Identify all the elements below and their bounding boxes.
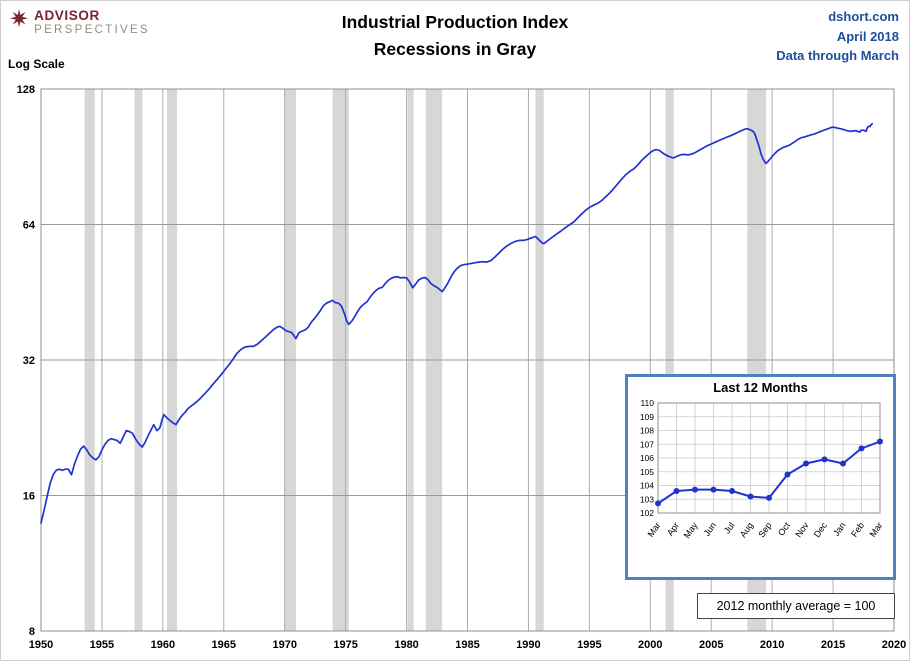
inset-month-label: Dec (812, 520, 830, 539)
inset-month-label: May (682, 520, 700, 540)
inset-month-label: Nov (793, 520, 811, 539)
inset-data-point (747, 493, 754, 500)
x-tick-label: 1965 (212, 639, 236, 651)
inset-month-label: Mar (646, 520, 663, 538)
inset-month-label: Sep (756, 520, 773, 539)
chart-title-line2: Recessions in Gray (373, 39, 537, 60)
inset-data-point (655, 500, 661, 507)
ip-series-line (40, 122, 874, 524)
compass-star-icon: ✷ (9, 6, 30, 33)
footnote-box: 2012 monthly average = 100 (697, 593, 895, 619)
x-tick-label: 1960 (151, 639, 175, 651)
inset-y-tick-label: 103 (640, 494, 654, 504)
inset-data-point (877, 438, 883, 445)
inset-data-point (784, 471, 791, 478)
x-tick-label: 2020 (882, 639, 906, 651)
x-tick-label: 1970 (272, 639, 296, 651)
x-tick-label: 1995 (577, 639, 601, 651)
x-tick-label: 2005 (699, 639, 723, 651)
x-tick-label: 2015 (821, 639, 845, 651)
x-tick-label: 2000 (638, 639, 662, 651)
x-tick-label: 1950 (29, 639, 53, 651)
x-tick-label: 1975 (333, 639, 357, 651)
source-block: dshort.com April 2018 Data through March (776, 7, 899, 66)
x-tick-label: 1990 (516, 639, 540, 651)
inset-month-label: Aug (738, 520, 755, 539)
inset-month-label: Feb (849, 520, 866, 538)
inset-data-point (803, 460, 809, 467)
inset-y-tick-label: 108 (640, 426, 654, 436)
y-tick-label: 16 (23, 491, 35, 503)
inset-y-tick-label: 107 (640, 439, 654, 449)
x-tick-label: 1955 (90, 639, 114, 651)
inset-month-label: Oct (776, 520, 793, 538)
logo-brand-perspectives: PERSPECTIVES (34, 24, 150, 36)
x-tick-label: 1985 (455, 639, 479, 651)
inset-data-point (673, 488, 680, 494)
source-date: April 2018 (836, 28, 899, 44)
inset-y-tick-label: 102 (640, 508, 654, 518)
logo-brand-advisor: ADVISOR (34, 8, 100, 23)
plot-frame (40, 88, 895, 632)
inset-month-label: Jan (831, 520, 848, 538)
inset-data-point (766, 494, 772, 501)
inset-data-point (858, 445, 865, 452)
inset-data-point (692, 486, 698, 493)
inset-y-tick-label: 109 (640, 412, 654, 422)
log-scale-label: Log Scale (8, 57, 65, 71)
inset-data-point (840, 460, 846, 467)
inset-title: Last 12 Months (713, 380, 808, 395)
logo-text: ADVISOR PERSPECTIVES (34, 8, 150, 36)
inset-frame (657, 402, 881, 514)
inset-y-tick-label: 105 (640, 467, 654, 477)
chart-title: Industrial Production Index Recessions i… (1, 9, 909, 63)
inset-month-label: Jul (722, 520, 737, 535)
advisor-perspectives-logo: ✷ ADVISOR PERSPECTIVES (9, 6, 150, 37)
inset-month-label: Apr (665, 520, 681, 537)
inset-y-tick-label: 104 (640, 481, 654, 491)
y-tick-label: 32 (23, 355, 35, 367)
inset-data-point (729, 488, 735, 494)
y-tick-label: 128 (17, 84, 35, 96)
x-tick-label: 2010 (760, 639, 784, 651)
source-note: Data through March (776, 48, 899, 63)
inset-data-point (821, 456, 828, 463)
inset-y-tick-label: 110 (640, 398, 654, 408)
inset-data-point (710, 486, 717, 493)
y-tick-label: 64 (23, 220, 36, 232)
x-tick-label: 1980 (394, 639, 418, 651)
inset-y-tick-label: 106 (640, 453, 654, 463)
source-site: dshort.com (828, 9, 899, 24)
inset-chart-svg: Mar Apr May Jun Jul Aug Sep Oct Nov Dec Jan Feb Mar1… (640, 398, 885, 540)
inset-chart: Last 12 Months Mar Apr May Jun Jul Aug Sep Oct N… (625, 374, 896, 580)
chart-title-line1: Industrial Production Index (341, 12, 569, 32)
inset-month-label: Mar (868, 520, 885, 538)
y-tick-label: 8 (29, 626, 35, 638)
inset-month-label: Jun (702, 520, 719, 538)
